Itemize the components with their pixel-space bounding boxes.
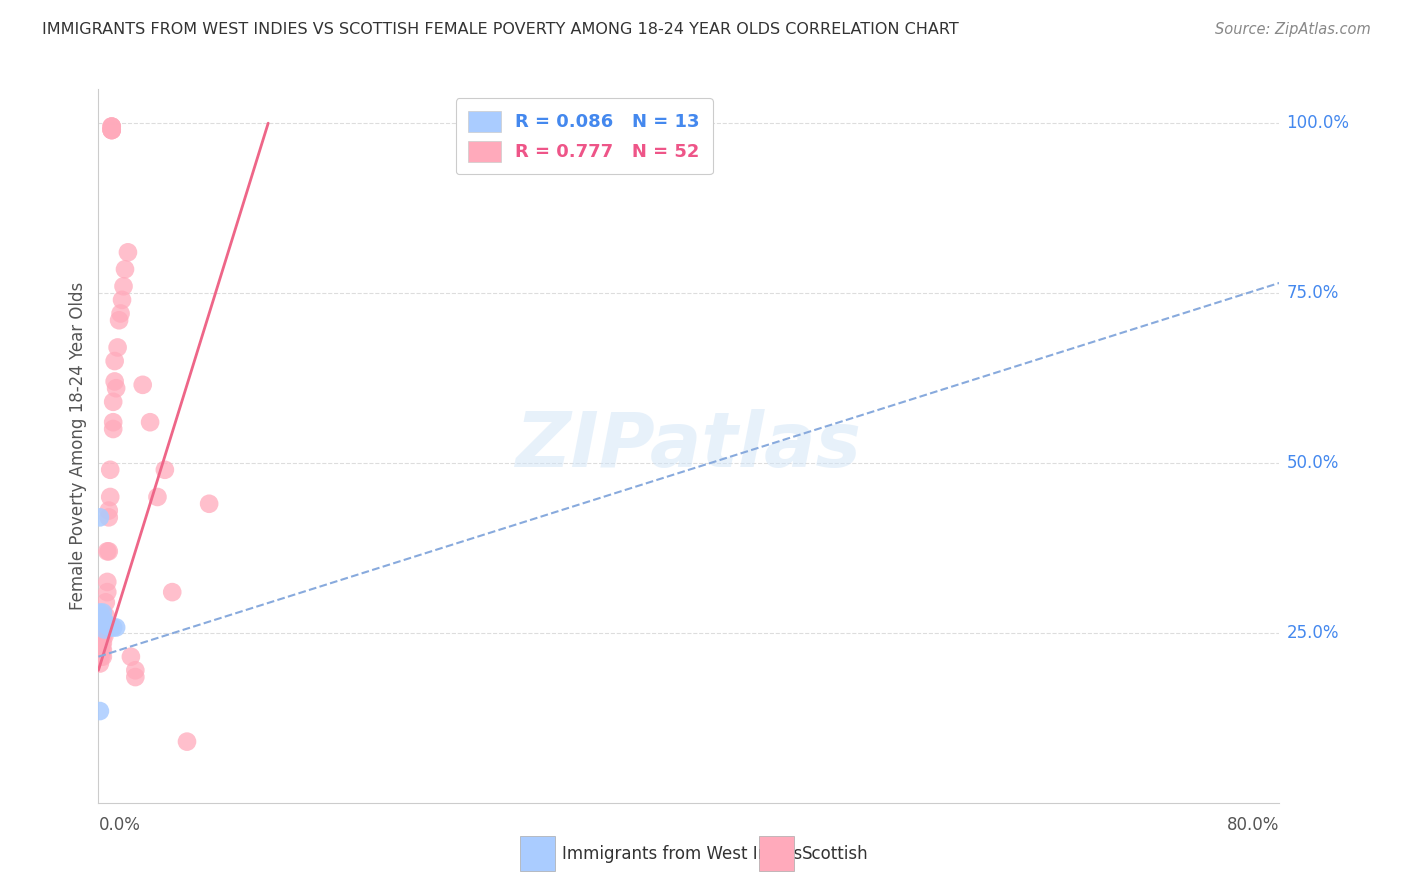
- Point: [93, 615, 115, 630]
- Point: [90, 643, 112, 657]
- Point: [91, 643, 114, 657]
- Point: [103, 394, 125, 409]
- Point: [153, 463, 176, 477]
- Point: [89, 657, 111, 671]
- Point: [94, 608, 117, 623]
- Point: [105, 620, 128, 634]
- Point: [120, 649, 142, 664]
- Point: [96, 574, 118, 589]
- Point: [91, 606, 114, 620]
- Point: [146, 490, 169, 504]
- Text: 75.0%: 75.0%: [1286, 284, 1339, 302]
- Point: [90, 608, 112, 623]
- Point: [100, 120, 122, 134]
- Point: [89, 704, 111, 718]
- Point: [94, 615, 117, 630]
- Point: [124, 663, 146, 677]
- Point: [198, 497, 221, 511]
- Point: [93, 615, 115, 630]
- Point: [114, 262, 136, 277]
- Point: [103, 415, 125, 429]
- Point: [94, 595, 117, 609]
- Point: [112, 279, 135, 293]
- Point: [108, 313, 131, 327]
- Text: 80.0%: 80.0%: [1227, 816, 1279, 834]
- Point: [89, 510, 111, 524]
- Text: 0.0%: 0.0%: [98, 816, 141, 834]
- Point: [91, 636, 114, 650]
- Point: [96, 585, 118, 599]
- Text: 50.0%: 50.0%: [1286, 454, 1339, 472]
- Point: [104, 354, 127, 368]
- Text: 25.0%: 25.0%: [1286, 624, 1339, 642]
- Point: [90, 649, 112, 664]
- Point: [117, 245, 139, 260]
- Point: [162, 585, 183, 599]
- Point: [100, 120, 122, 134]
- Point: [139, 415, 162, 429]
- Point: [105, 381, 128, 395]
- Point: [132, 377, 155, 392]
- Point: [100, 123, 122, 137]
- Y-axis label: Female Poverty Among 18-24 Year Olds: Female Poverty Among 18-24 Year Olds: [69, 282, 87, 610]
- Text: Scottish: Scottish: [801, 845, 868, 863]
- Point: [100, 123, 122, 137]
- Point: [91, 649, 114, 664]
- Point: [104, 375, 127, 389]
- Point: [100, 123, 122, 137]
- Point: [91, 629, 114, 643]
- Text: IMMIGRANTS FROM WEST INDIES VS SCOTTISH FEMALE POVERTY AMONG 18-24 YEAR OLDS COR: IMMIGRANTS FROM WEST INDIES VS SCOTTISH …: [42, 22, 959, 37]
- Text: ZIPatlas: ZIPatlas: [516, 409, 862, 483]
- Point: [98, 463, 121, 477]
- Point: [100, 120, 122, 134]
- Point: [98, 490, 121, 504]
- Point: [93, 623, 115, 637]
- Point: [97, 619, 120, 633]
- Point: [96, 544, 118, 558]
- Point: [111, 293, 134, 307]
- Point: [98, 620, 121, 634]
- Point: [103, 422, 125, 436]
- Point: [93, 629, 115, 643]
- Point: [97, 510, 120, 524]
- Point: [89, 649, 111, 664]
- Point: [93, 623, 115, 637]
- Text: 100.0%: 100.0%: [1286, 114, 1350, 132]
- Point: [107, 341, 129, 355]
- Point: [110, 306, 132, 320]
- Legend: R = 0.086   N = 13, R = 0.777   N = 52: R = 0.086 N = 13, R = 0.777 N = 52: [456, 98, 713, 174]
- Point: [90, 636, 112, 650]
- Point: [100, 123, 122, 137]
- Text: Immigrants from West Indies: Immigrants from West Indies: [562, 845, 803, 863]
- Point: [89, 606, 111, 620]
- Point: [97, 544, 120, 558]
- Text: Source: ZipAtlas.com: Source: ZipAtlas.com: [1215, 22, 1371, 37]
- Point: [103, 620, 125, 634]
- Point: [176, 734, 198, 748]
- Point: [124, 670, 146, 684]
- Point: [96, 619, 118, 633]
- Point: [97, 503, 120, 517]
